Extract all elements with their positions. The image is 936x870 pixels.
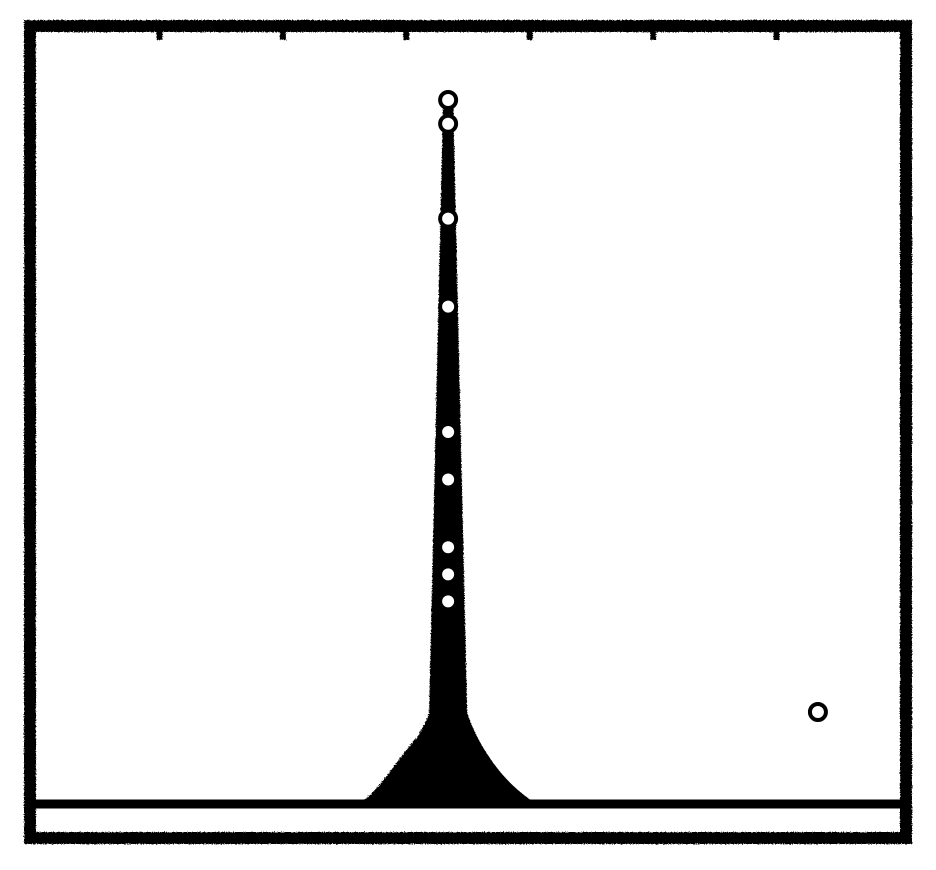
peak-marker [440, 211, 456, 227]
top-tick [156, 32, 162, 40]
peak-marker [440, 566, 456, 582]
top-tick [280, 32, 286, 40]
peak-marker [440, 539, 456, 555]
peak-marker [440, 424, 456, 440]
top-tick [403, 32, 409, 40]
spectrum-svg [0, 0, 936, 870]
peak-marker [440, 471, 456, 487]
top-tick [650, 32, 656, 40]
top-tick [774, 32, 780, 40]
peak-marker [440, 299, 456, 315]
secondary-peak-marker [810, 704, 826, 720]
chart-canvas [0, 0, 936, 870]
peak-marker [440, 593, 456, 609]
peak-marker [440, 92, 456, 108]
peak-marker [440, 116, 456, 132]
top-tick [527, 32, 533, 40]
